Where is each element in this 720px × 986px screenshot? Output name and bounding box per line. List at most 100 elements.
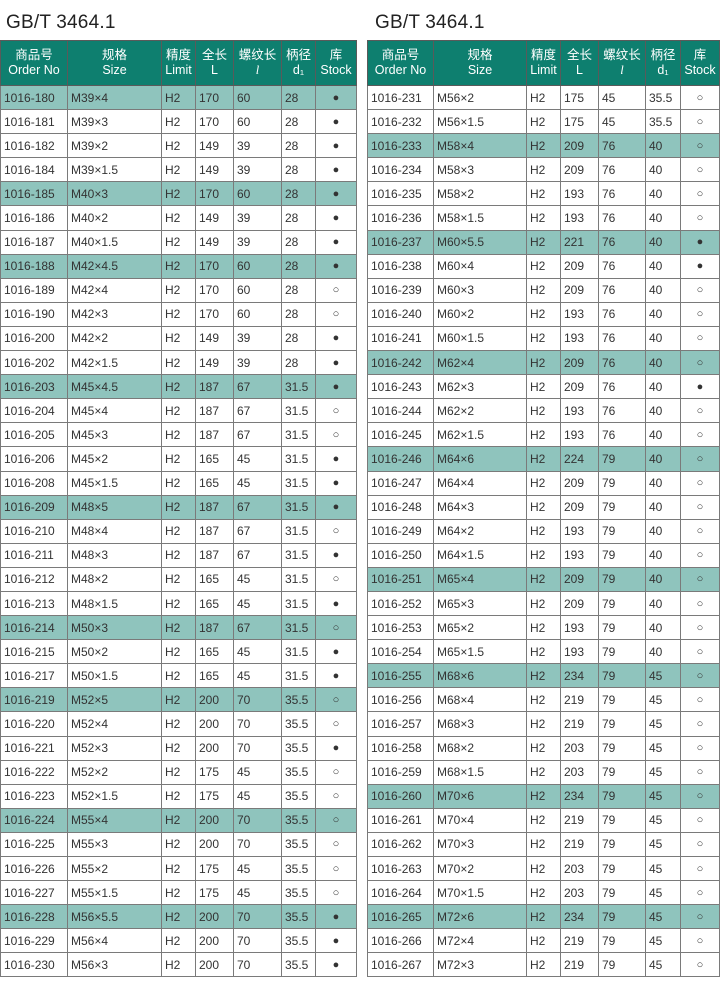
table-row: 1016-186 M40×2 H2 149 39 28 ● [0, 205, 357, 231]
out-of-stock-icon: ○ [680, 157, 720, 183]
cell-length: 193 [560, 325, 599, 352]
table-row: 1016-245 M62×1.5 H2 193 76 40 ○ [367, 422, 720, 448]
header-en-label: d₁ [292, 63, 305, 77]
cell-thread-length: 76 [598, 350, 646, 376]
cell-order-no: 1016-255 [367, 663, 434, 689]
cell-size: M45×4 [67, 398, 162, 424]
table-row: 1016-200 M42×2 H2 149 39 28 ● [0, 325, 357, 352]
header-size: 规格 Size [67, 40, 162, 86]
out-of-stock-icon: ○ [680, 277, 720, 303]
cell-order-no: 1016-205 [0, 422, 68, 448]
cell-thread-length: 79 [598, 566, 646, 592]
out-of-stock-icon: ○ [315, 711, 357, 737]
cell-limit: H2 [526, 374, 561, 400]
in-stock-icon: ● [315, 904, 357, 930]
cell-order-no: 1016-209 [0, 494, 68, 520]
cell-order-no: 1016-266 [367, 928, 434, 954]
cell-shank-diameter: 28 [281, 350, 316, 376]
cell-limit: H2 [526, 615, 561, 641]
cell-thread-length: 70 [233, 904, 282, 930]
out-of-stock-icon: ○ [680, 904, 720, 930]
header-en-label: l [255, 63, 260, 77]
cell-size: M48×4 [67, 518, 162, 544]
cell-size: M52×4 [67, 711, 162, 737]
cell-thread-length: 79 [598, 831, 646, 858]
cell-length: 187 [195, 542, 234, 568]
cell-shank-diameter: 40 [645, 350, 681, 376]
table-row: 1016-259 M68×1.5 H2 203 79 45 ○ [367, 759, 720, 785]
table-row: 1016-189 M42×4 H2 170 60 28 ○ [0, 277, 357, 303]
table-row: 1016-223 M52×1.5 H2 175 45 35.5 ○ [0, 783, 357, 809]
cell-length: 224 [560, 446, 599, 472]
cell-order-no: 1016-220 [0, 711, 68, 737]
cell-shank-diameter: 40 [645, 542, 681, 568]
cell-limit: H2 [161, 687, 196, 713]
cell-order-no: 1016-258 [367, 735, 434, 761]
cell-order-no: 1016-224 [0, 807, 68, 833]
cell-order-no: 1016-187 [0, 229, 68, 255]
cell-limit: H2 [526, 904, 561, 930]
cell-length: 209 [560, 277, 599, 303]
out-of-stock-icon: ○ [680, 831, 720, 858]
in-stock-icon: ● [315, 542, 357, 568]
cell-limit: H2 [161, 470, 196, 496]
cell-shank-diameter: 31.5 [281, 494, 316, 520]
cell-size: M56×4 [67, 928, 162, 954]
cell-length: 200 [195, 831, 234, 858]
table-row: 1016-256 M68×4 H2 219 79 45 ○ [367, 687, 720, 713]
cell-order-no: 1016-190 [0, 301, 68, 327]
out-of-stock-icon: ○ [315, 759, 357, 785]
cell-limit: H2 [161, 952, 196, 978]
out-of-stock-icon: ○ [680, 542, 720, 568]
cell-limit: H2 [526, 711, 561, 737]
cell-shank-diameter: 35.5 [281, 807, 316, 833]
cell-length: 187 [195, 518, 234, 544]
cell-length: 165 [195, 566, 234, 592]
cell-order-no: 1016-204 [0, 398, 68, 424]
cell-shank-diameter: 35.5 [281, 831, 316, 858]
table-row: 1016-221 M52×3 H2 200 70 35.5 ● [0, 735, 357, 761]
cell-shank-diameter: 45 [645, 880, 681, 906]
table-row: 1016-246 M64×6 H2 224 79 40 ○ [367, 446, 720, 472]
out-of-stock-icon: ○ [680, 663, 720, 689]
cell-shank-diameter: 40 [645, 518, 681, 544]
in-stock-icon: ● [315, 446, 357, 472]
cell-length: 187 [195, 615, 234, 641]
in-stock-icon: ● [315, 350, 357, 376]
header-limit: 精度 Limit [161, 40, 196, 86]
table-row: 1016-254 M65×1.5 H2 193 79 40 ○ [367, 639, 720, 665]
cell-thread-length: 76 [598, 229, 646, 255]
cell-shank-diameter: 45 [645, 759, 681, 785]
cell-order-no: 1016-242 [367, 350, 434, 376]
cell-limit: H2 [161, 831, 196, 858]
in-stock-icon: ● [315, 253, 357, 279]
cell-thread-length: 45 [233, 590, 282, 617]
cell-thread-length: 76 [598, 181, 646, 207]
cell-length: 209 [560, 157, 599, 183]
header-order-no: 商品号 Order No [0, 40, 68, 86]
cell-size: M72×6 [433, 904, 527, 930]
cell-size: M55×4 [67, 807, 162, 833]
cell-thread-length: 39 [233, 157, 282, 183]
cell-shank-diameter: 31.5 [281, 663, 316, 689]
cell-order-no: 1016-251 [367, 566, 434, 592]
cell-shank-diameter: 31.5 [281, 615, 316, 641]
cell-thread-length: 60 [233, 277, 282, 303]
cell-length: 175 [560, 109, 599, 135]
header-length: 全长 L [560, 40, 599, 86]
cell-order-no: 1016-244 [367, 398, 434, 424]
cell-order-no: 1016-264 [367, 880, 434, 906]
cell-size: M40×2 [67, 205, 162, 231]
in-stock-icon: ● [315, 84, 357, 111]
cell-shank-diameter: 28 [281, 205, 316, 231]
cell-shank-diameter: 28 [281, 325, 316, 352]
cell-thread-length: 67 [233, 398, 282, 424]
cell-order-no: 1016-259 [367, 759, 434, 785]
cell-length: 200 [195, 928, 234, 954]
cell-size: M70×3 [433, 831, 527, 858]
cell-shank-diameter: 35.5 [281, 783, 316, 809]
cell-size: M55×1.5 [67, 880, 162, 906]
cell-thread-length: 79 [598, 928, 646, 954]
table-row: 1016-243 M62×3 H2 209 76 40 ● [367, 374, 720, 400]
cell-shank-diameter: 45 [645, 904, 681, 930]
